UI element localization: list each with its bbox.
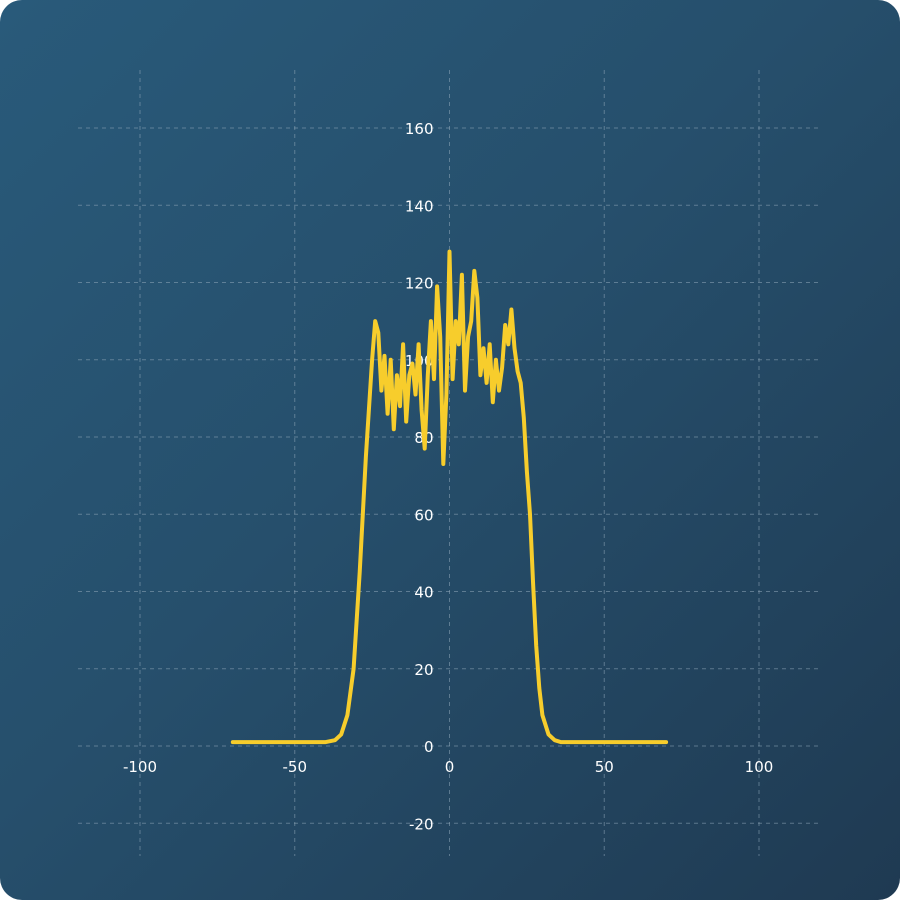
x-tick-label: 0 xyxy=(445,758,455,776)
y-tick-label: 40 xyxy=(414,584,433,602)
y-tick-label: 0 xyxy=(424,738,434,756)
grid-layer xyxy=(78,70,818,856)
y-tick-label: 60 xyxy=(414,506,433,524)
x-tick-label: 50 xyxy=(595,758,614,776)
x-tick-label: -50 xyxy=(283,758,308,776)
y-tick-label: 20 xyxy=(414,661,433,679)
y-tick-label: 120 xyxy=(405,275,434,293)
y-tick-label: 140 xyxy=(405,197,434,215)
series-layer xyxy=(230,249,669,745)
y-tick-label: 160 xyxy=(405,120,434,138)
x-tick-label: -100 xyxy=(123,758,157,776)
x-tick-label: 100 xyxy=(745,758,774,776)
series-line xyxy=(230,249,669,745)
y-tick-label: -20 xyxy=(409,815,434,833)
